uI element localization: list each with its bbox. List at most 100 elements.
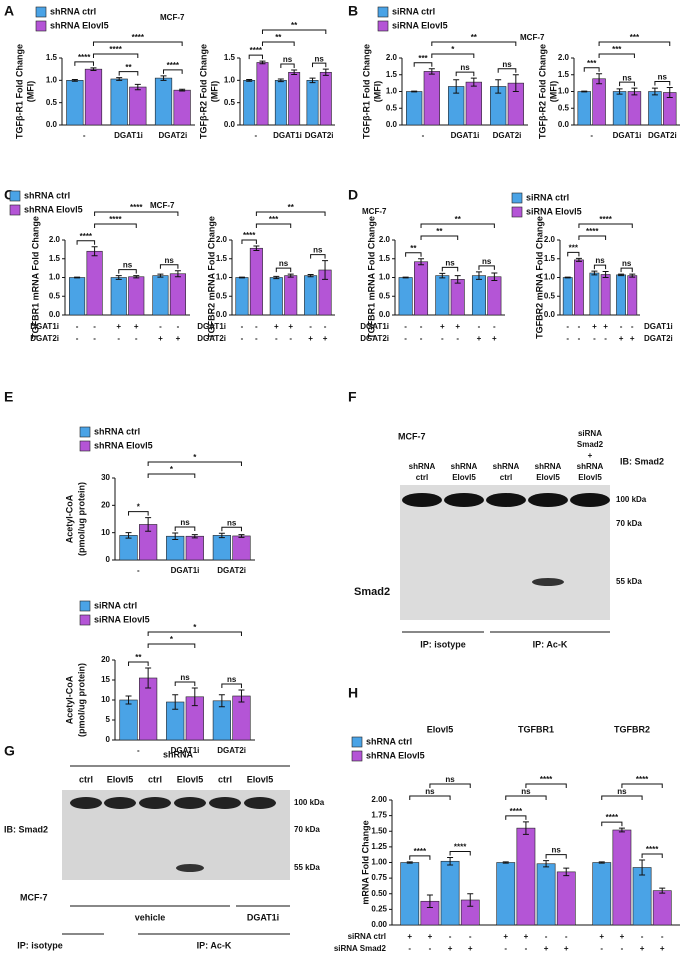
- row-mark: +: [176, 334, 181, 343]
- sig-label: ****: [599, 215, 612, 224]
- y-tick-label: 1.5: [49, 254, 61, 263]
- bar: [154, 77, 173, 126]
- sig-bracket: [405, 252, 422, 257]
- x-tick-label: DGAT1i: [451, 131, 480, 140]
- error-bar: [602, 271, 609, 278]
- error-bar: [218, 532, 225, 539]
- panel-letter: B: [348, 3, 358, 19]
- bar: [648, 91, 662, 126]
- legend-swatch: [377, 6, 389, 18]
- legend-swatch: [9, 204, 21, 216]
- error-bar: [453, 79, 460, 94]
- legend-label: shRNA Elovl5: [50, 20, 109, 30]
- sig-label: ns: [445, 775, 455, 784]
- y-tick-label: 0.5: [386, 103, 398, 112]
- bar: [69, 277, 86, 316]
- bar: [274, 80, 287, 126]
- group-label: shRNA: [163, 749, 194, 759]
- row-mark: -: [324, 322, 327, 331]
- panel-letter: D: [348, 187, 358, 203]
- legend-swatch: [79, 426, 91, 438]
- lane-label: ctrl: [218, 774, 232, 784]
- row-mark: -: [593, 334, 596, 343]
- y-tick-label: 0.0: [49, 310, 61, 319]
- row-mark: -: [93, 322, 96, 331]
- x-tick-label: -: [137, 746, 140, 755]
- y-tick-label: 0.5: [224, 98, 236, 107]
- bar: [496, 862, 516, 926]
- sig-label: ns: [313, 246, 323, 255]
- error-bar: [133, 275, 140, 279]
- error-bar: [309, 77, 316, 84]
- y-tick-label: 0.0: [386, 120, 398, 129]
- sig-label: ns: [617, 787, 627, 796]
- sig-label: ****: [586, 227, 599, 236]
- sig-bracket: [441, 266, 459, 272]
- bar: [592, 78, 606, 126]
- legend-label: shRNA ctrl: [24, 190, 70, 200]
- sig-label: **: [125, 63, 132, 72]
- y-tick-label: 0.00: [371, 920, 387, 929]
- bar: [152, 275, 169, 316]
- legend-swatch: [79, 614, 91, 626]
- bar: [119, 699, 138, 741]
- error-bar: [495, 79, 502, 94]
- row-mark: -: [404, 334, 407, 343]
- error-bar: [522, 821, 529, 835]
- bar: [128, 276, 145, 316]
- sig-label: ****: [167, 61, 180, 70]
- error-bar: [125, 532, 132, 539]
- band: [486, 493, 526, 507]
- bar: [169, 273, 186, 316]
- lane-label: ctrl: [416, 473, 428, 482]
- cell-label: MCF-7: [20, 892, 48, 902]
- y-tick-label: 1.5: [216, 254, 228, 263]
- bar: [185, 535, 204, 561]
- x-tick-label: TGFBR1: [518, 724, 554, 734]
- y-tick-label: 2.00: [371, 795, 387, 804]
- row-mark: -: [661, 932, 664, 941]
- bar: [319, 71, 332, 126]
- marker-label: 70 kDa: [294, 825, 320, 834]
- band: [176, 864, 204, 872]
- y-tick-label: 2.0: [379, 235, 391, 244]
- sig-label: ns: [227, 675, 237, 684]
- error-bar: [179, 88, 186, 92]
- bar: [173, 89, 191, 126]
- sig-bracket: [76, 240, 96, 245]
- sig-bracket: [128, 511, 149, 516]
- x-tick-label: -: [422, 131, 425, 140]
- error-bar: [418, 258, 425, 266]
- row-mark: -: [566, 322, 569, 331]
- row-mark: +: [660, 944, 665, 953]
- sig-bracket: [598, 41, 671, 46]
- row-mark: +: [477, 334, 482, 343]
- error-bar: [439, 272, 446, 279]
- bar: [110, 78, 128, 126]
- y-tick-label: 2.0: [216, 235, 228, 244]
- bar: [556, 871, 576, 926]
- legend-label: shRNA Elovl5: [366, 750, 425, 760]
- sig-bracket: [221, 526, 242, 532]
- y-tick-label: 5: [106, 715, 111, 724]
- error-bar: [512, 74, 519, 92]
- ip-label: IP: Ac-K: [533, 639, 568, 649]
- y-axis-label: TGFBR1 mRNA Fold Change: [30, 216, 40, 339]
- band: [139, 797, 171, 809]
- error-bar: [74, 276, 81, 279]
- row-mark: +: [468, 944, 473, 953]
- sig-label: **: [135, 653, 142, 662]
- sig-bracket: [525, 783, 567, 788]
- error-bar: [218, 694, 225, 708]
- y-tick-label: 1.0: [49, 273, 61, 282]
- y-tick-label: 10: [101, 528, 110, 537]
- sig-label: **: [275, 33, 282, 42]
- error-bar: [618, 273, 625, 277]
- legend-label: siRNA Elovl5: [526, 206, 582, 216]
- error-bar: [454, 275, 461, 284]
- row-mark: -: [578, 334, 581, 343]
- legend-swatch: [351, 750, 363, 762]
- bar: [304, 275, 318, 316]
- error-bar: [502, 861, 509, 864]
- y-axis-label: TGFBR1 mRNA Fold Change: [366, 216, 376, 339]
